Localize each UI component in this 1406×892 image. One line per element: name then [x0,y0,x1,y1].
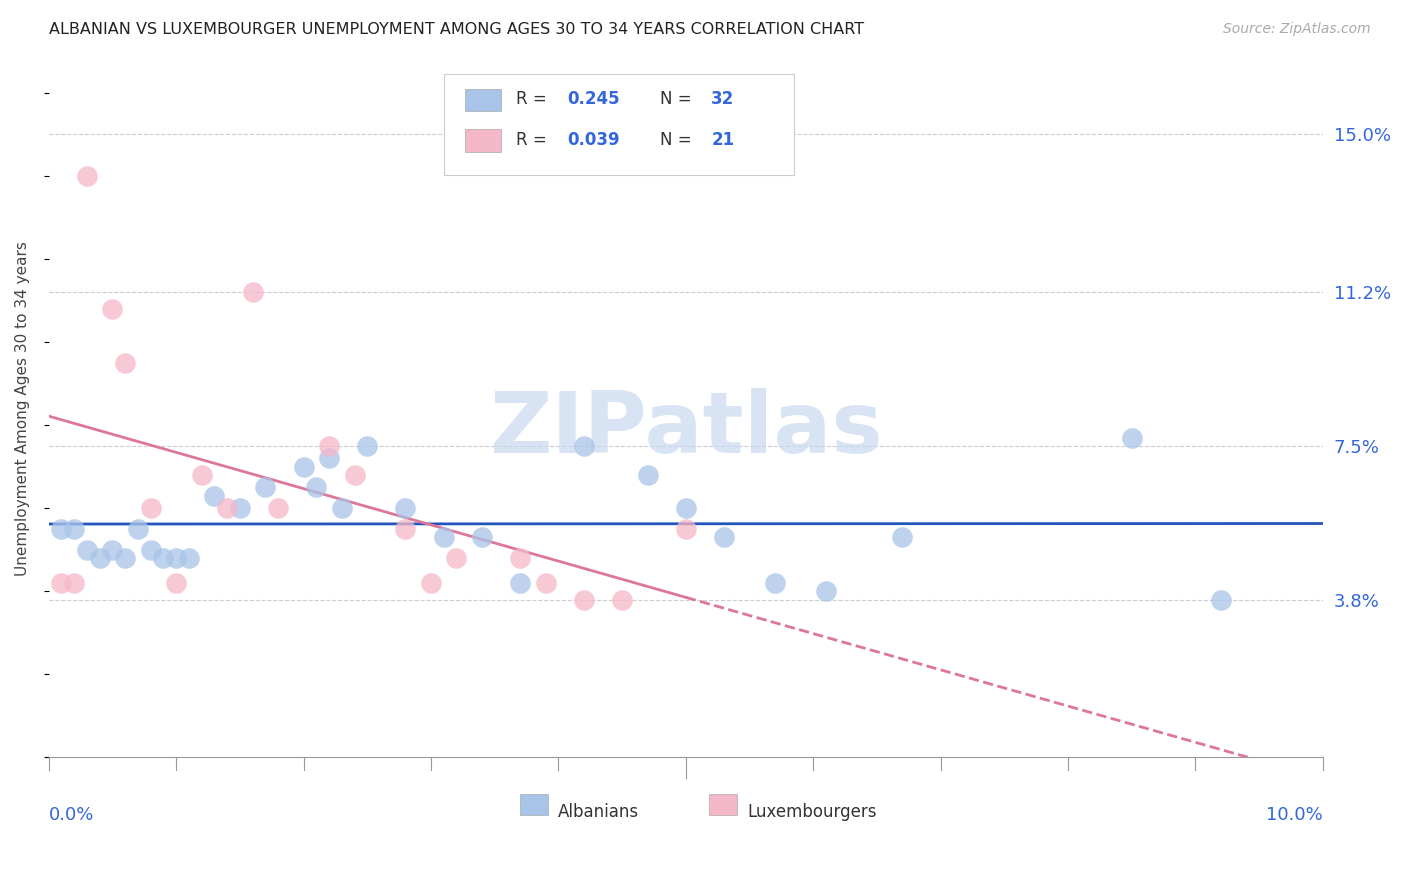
Point [814,584,837,599]
FancyBboxPatch shape [709,794,737,814]
Point [891,530,914,544]
Text: N =: N = [661,131,697,149]
Point [76,542,98,557]
Point [713,530,735,544]
Text: ALBANIAN VS LUXEMBOURGER UNEMPLOYMENT AMONG AGES 30 TO 34 YEARS CORRELATION CHAR: ALBANIAN VS LUXEMBOURGER UNEMPLOYMENT AM… [49,22,865,37]
Point [190,467,212,482]
Point [51,576,73,591]
Point [89,551,111,566]
FancyBboxPatch shape [520,794,548,814]
Point [177,551,200,566]
FancyBboxPatch shape [465,89,501,112]
Point [217,501,239,516]
Text: N =: N = [661,90,697,108]
Text: Luxembourgers: Luxembourgers [747,804,876,822]
FancyBboxPatch shape [465,129,501,152]
Point [675,522,697,536]
Text: Source: ZipAtlas.com: Source: ZipAtlas.com [1223,22,1371,37]
Point [509,576,531,591]
Text: 0.245: 0.245 [567,90,620,108]
Point [139,542,162,557]
Point [471,530,494,544]
Point [229,501,252,516]
Point [343,467,366,482]
Text: Albanians: Albanians [558,804,640,822]
Point [763,576,786,591]
Text: 10.0%: 10.0% [1265,806,1323,824]
Point [394,501,416,516]
Point [267,501,290,516]
Point [63,522,86,536]
Text: 0.0%: 0.0% [49,806,94,824]
Point [1209,592,1232,607]
Point [114,551,136,566]
Point [127,522,149,536]
Point [152,551,174,566]
Point [433,530,456,544]
Point [572,592,595,607]
Point [394,522,416,536]
Point [305,480,328,494]
Text: ZIPatlas: ZIPatlas [489,388,883,471]
Y-axis label: Unemployment Among Ages 30 to 34 years: Unemployment Among Ages 30 to 34 years [15,241,30,576]
Text: 0.039: 0.039 [567,131,620,149]
Point [509,551,531,566]
Point [114,356,136,370]
Point [51,522,73,536]
Text: 32: 32 [711,90,734,108]
Point [1121,431,1143,445]
FancyBboxPatch shape [444,73,794,175]
Point [610,592,633,607]
Point [101,301,124,316]
Point [318,451,340,466]
Point [420,576,443,591]
Point [139,501,162,516]
Point [637,467,659,482]
Text: R =: R = [516,131,553,149]
Point [318,439,340,453]
Point [292,459,315,474]
Text: R =: R = [516,90,553,108]
Point [356,439,378,453]
Point [534,576,557,591]
Point [446,551,468,566]
Text: 21: 21 [711,131,734,149]
Point [254,480,277,494]
Point [572,439,595,453]
Point [63,576,86,591]
Point [165,576,187,591]
Point [165,551,187,566]
Point [76,169,98,183]
Point [242,285,264,300]
Point [202,489,225,503]
Point [675,501,697,516]
Point [330,501,353,516]
Point [101,542,124,557]
